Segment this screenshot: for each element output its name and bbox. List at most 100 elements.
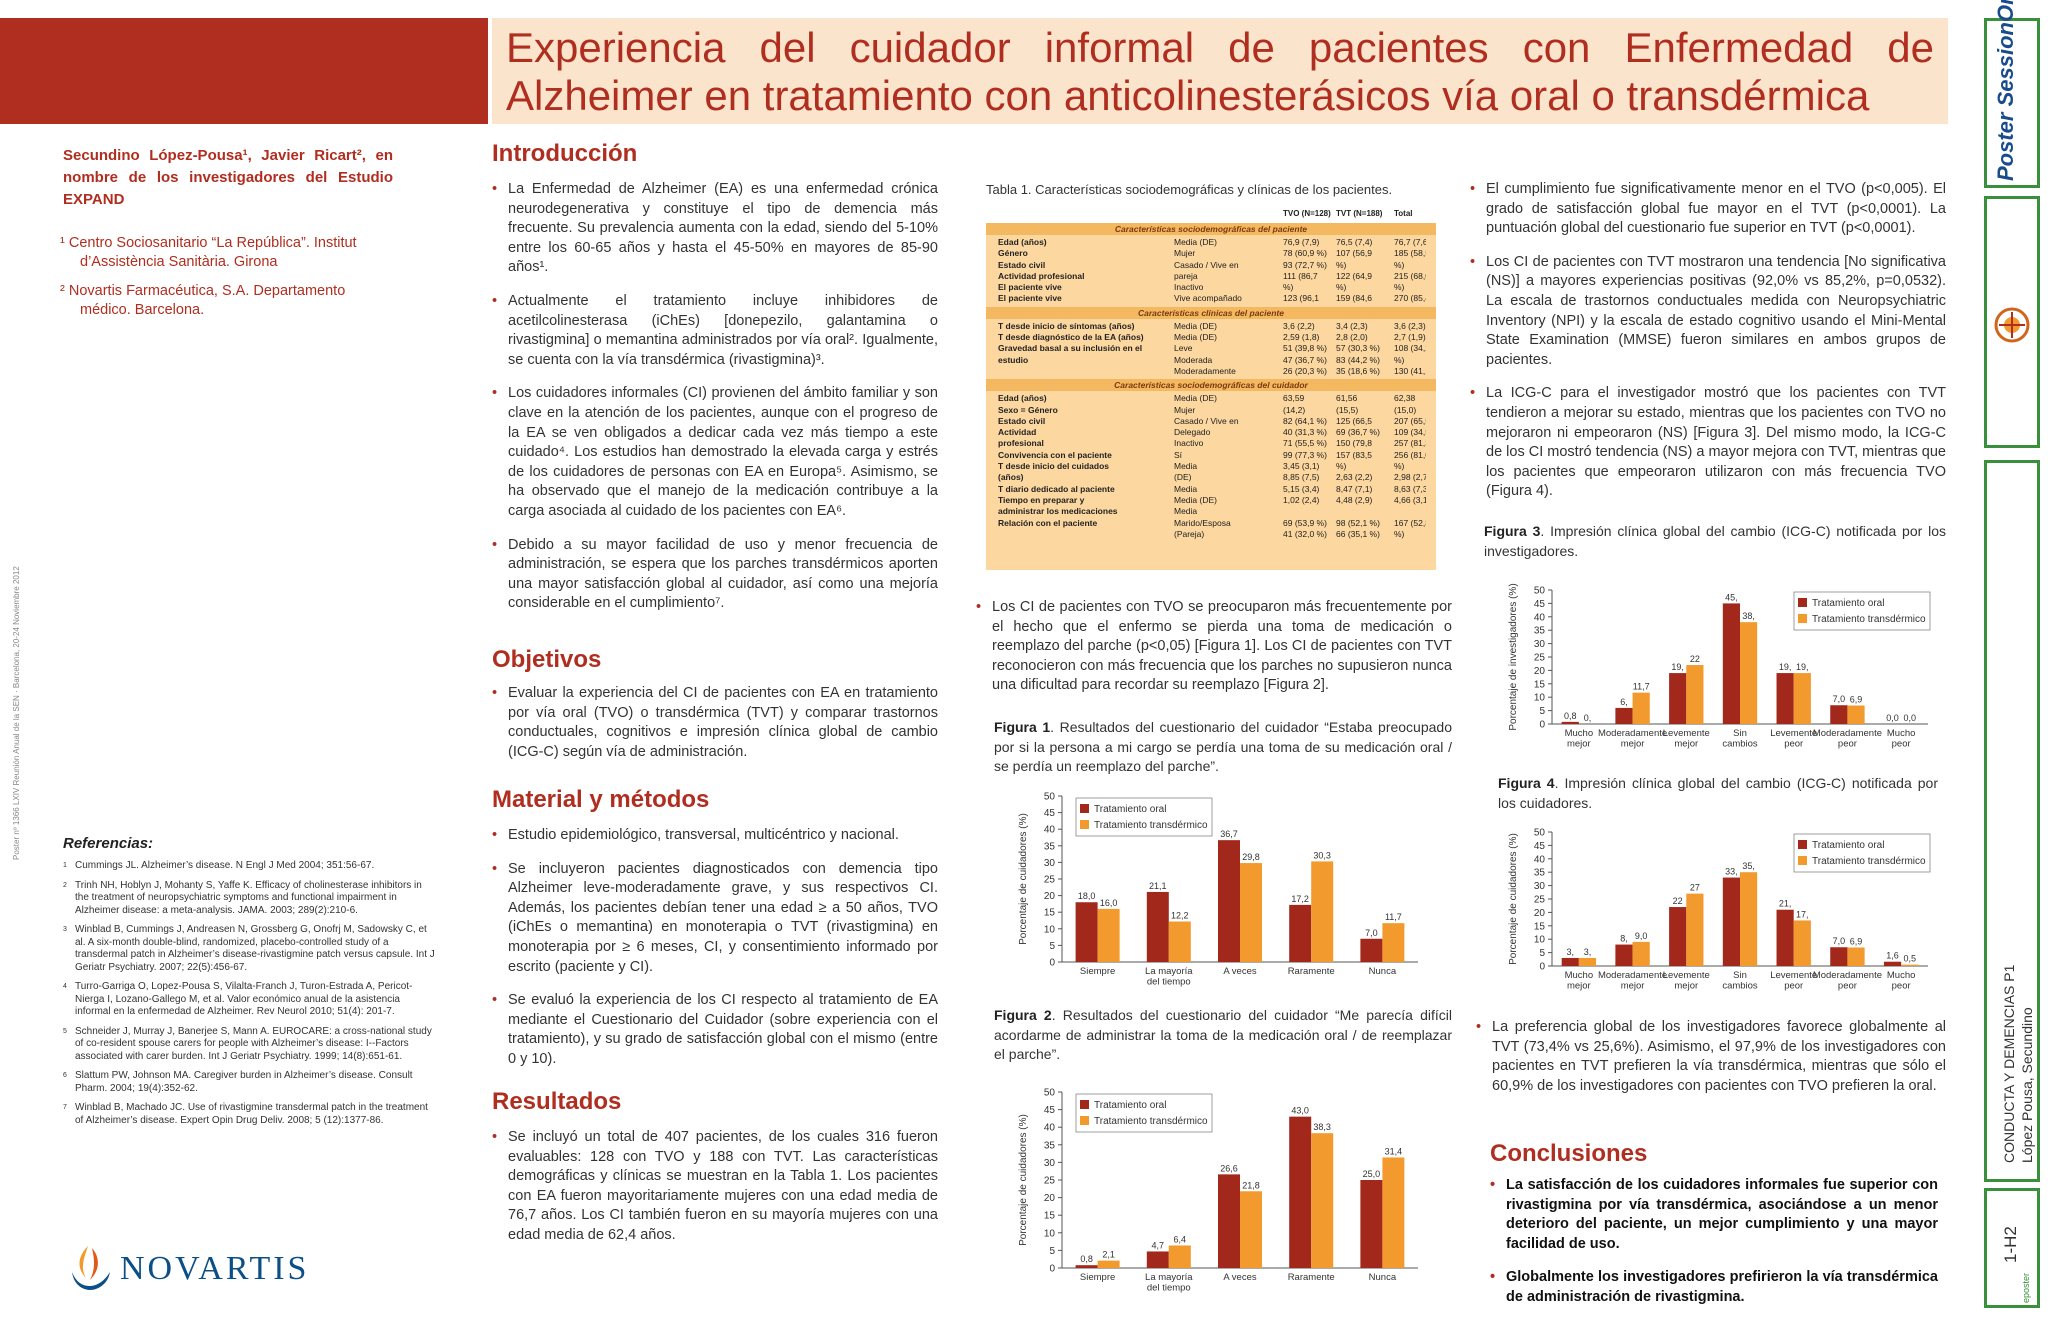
table-cell: pareja — [1174, 270, 1198, 281]
x-tick-label: Mucho mejor — [1565, 970, 1594, 992]
intro-item: La Enfermedad de Alzheimer (EA) es una e… — [492, 180, 938, 278]
bar — [1830, 947, 1848, 966]
table-row: El paciente vive Inactivo%)%)%) — [996, 282, 1426, 293]
data-label: 21,8 — [1242, 1180, 1260, 1190]
x-tick-label: A veces — [1223, 966, 1257, 977]
table-row: (Pareja) 41 (32,0 %) 66 (35,1 %)%) — [996, 529, 1426, 540]
side-note-text: Poster nº 1366 LXIV Reunión Anual de la … — [12, 566, 21, 860]
y-tick-label: 45 — [1044, 808, 1056, 819]
table-cell: 26 (20,3 %) — [1283, 365, 1327, 376]
table-row: Estado civil Casado / Vive en 82 (64,1 %) 1… — [996, 416, 1426, 427]
table-cell: Media (DE) — [1174, 332, 1217, 343]
data-label: 0,8 — [1080, 1254, 1093, 1264]
x-tick-label: Mucho peor — [1887, 970, 1916, 992]
table-cell: 41 (32,0 %) — [1283, 528, 1327, 539]
intro-body: La Enfermedad de Alzheimer (EA) es una e… — [492, 180, 938, 628]
x-tick-label: A veces — [1223, 1272, 1257, 1283]
legend-label: Tratamiento transdérmico — [1812, 856, 1926, 867]
reference-item: 6 Slattum PW, Johnson MA. Caregiver burde… — [63, 1070, 413, 1094]
y-tick-label: 35 — [1534, 868, 1546, 879]
table-cell: Media (DE) — [1174, 494, 1217, 505]
intro-item: Actualmente el tratamiento incluye inhib… — [492, 292, 938, 370]
fig4-caption: Figura 4. Impresión clínica global del c… — [1498, 775, 1938, 811]
bar — [1382, 1157, 1405, 1268]
legend-box — [1075, 797, 1213, 837]
data-label: 19, — [1779, 662, 1792, 672]
table-cell: 57 (30,3 %) — [1336, 343, 1380, 354]
table-cell: Casado / Vive en — [1174, 259, 1239, 270]
table-cell: El paciente vive — [998, 293, 1062, 304]
poster-code-box: 1-H2 eposter — [1984, 1188, 2040, 1308]
table-row: Género Mujer 78 (60,9 %) 107 (56,9 185 (58,5 — [996, 248, 1426, 259]
data-label: 19, — [1796, 662, 1809, 672]
table-cell: 63,59 — [1283, 393, 1305, 404]
y-tick-label: 25 — [1534, 653, 1546, 664]
table-cell: Edad (años) — [998, 237, 1047, 247]
right-results: El cumplimiento fue significativamente m… — [1470, 180, 1946, 516]
table-cell: 256 (81,0 — [1394, 449, 1426, 460]
table-cell: 2,7 (1,9) — [1394, 332, 1426, 343]
legend-label: Tratamiento transdérmico — [1812, 614, 1926, 625]
table-cell: administrar los medicaciones — [998, 506, 1118, 517]
x-tick-label: Levemente mejor — [1663, 970, 1710, 992]
x-tick-label: Levemente peor — [1770, 728, 1817, 750]
legend-swatch — [1798, 840, 1807, 849]
y-tick-label: 5 — [1539, 706, 1545, 717]
references: Referencias: 1 Cummings JL. Alzheimer’s d… — [63, 835, 435, 1134]
table-cell: 3,45 (3,1) — [1283, 461, 1320, 472]
table-cell: 99 (77,3 %) — [1283, 449, 1327, 460]
table-cell: Moderada — [1174, 354, 1213, 365]
data-label: 6,4 — [1174, 1234, 1187, 1244]
data-label: 33, — [1725, 867, 1738, 877]
session-info-box: CONDUCTA Y DEMENCIAS P1 López Pousa, Sec… — [1984, 460, 2040, 1182]
table-column-header: TVT (N=188) — [1336, 209, 1383, 218]
bar — [1669, 673, 1687, 724]
y-tick-label: 15 — [1044, 908, 1056, 919]
reference-item: 4 Turro-Garriga O, Lopez-Pousa S, Vilalta… — [63, 981, 413, 1017]
bar — [1883, 961, 1902, 966]
bar — [1793, 673, 1811, 724]
table-cell: 207 (65,5 — [1394, 415, 1426, 426]
y-tick-label: 10 — [1534, 935, 1546, 946]
table-cell: 62,38 — [1394, 393, 1416, 404]
x-tick-label: Raramente — [1288, 966, 1335, 977]
table-cell: 270 (85,4 — [1394, 293, 1426, 304]
table-row: Relación con el paciente Marido/Esposa 69 … — [996, 518, 1426, 529]
y-tick-label: 10 — [1534, 693, 1546, 704]
x-tick-label: La mayoría del tiempo — [1145, 966, 1193, 988]
table-row: Actividad profesional pareja 111 (86,7 122 … — [996, 271, 1426, 282]
table-row: T desde diagnóstico de la EA (años) Media… — [996, 332, 1426, 343]
bar — [1615, 944, 1633, 966]
table-row: estudio Moderada 47 (36,7 %) 83 (44,2 %)%) — [996, 355, 1426, 366]
table-row: administrar los medicaciones Media — [996, 506, 1426, 517]
y-tick-label: 15 — [1534, 921, 1546, 932]
table-cell: Delegado — [1174, 427, 1211, 438]
table-cell: 3,6 (2,2) — [1283, 320, 1315, 331]
table-cell: 108 (34,2 — [1394, 343, 1426, 354]
objetivos-heading: Objetivos — [492, 646, 602, 673]
data-label: 6,9 — [1850, 695, 1863, 705]
data-label: 30,3 — [1313, 850, 1331, 860]
table-cell: Tiempo en preparar y — [998, 494, 1085, 505]
legend-label: Tratamiento transdérmico — [1094, 1116, 1208, 1127]
table-cell: 82 (64,1 %) — [1283, 415, 1327, 426]
table-cell: 76,5 (7,4) — [1336, 237, 1373, 247]
table-cell: 215 (68,0 — [1394, 270, 1426, 281]
x-tick-label: Sin cambios — [1722, 728, 1758, 750]
data-label: 17,2 — [1291, 894, 1309, 904]
table-cell: Género — [998, 248, 1028, 259]
figure-3-chart: 0 5 10 15 20 25 30 35 40 45 50 Porcentaje de invest… — [1508, 583, 1931, 750]
table-cell: Actividad profesional — [998, 270, 1085, 281]
table-cell: %) — [1394, 528, 1405, 539]
reference-item: 2 Trinh NH, Hoblyn J, Mohanty S, Yaffe K.… — [63, 879, 422, 916]
legend-box — [1075, 1093, 1213, 1133]
y-tick-label: 25 — [1534, 895, 1546, 906]
table-cell: %) — [1394, 282, 1405, 293]
table-cell: 40 (31,3 %) — [1283, 427, 1327, 438]
table-cell: 76,7 (7,6) — [1394, 237, 1426, 247]
table-cell: (DE) — [1174, 472, 1192, 483]
legend-swatch — [1080, 1116, 1089, 1125]
x-tick-label: Mucho mejor — [1565, 728, 1594, 750]
authors: Secundino López-Pousa¹, Javier Ricart², … — [63, 147, 393, 208]
table-cell: 125 (66,5 — [1336, 415, 1372, 426]
